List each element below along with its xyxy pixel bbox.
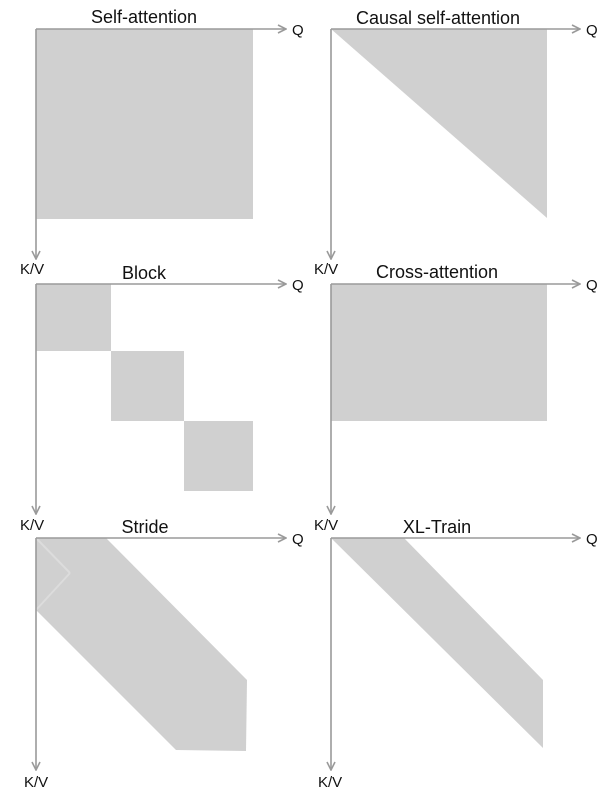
- kv-axis-label-bottom: K/V: [318, 774, 342, 791]
- panel-causal-self-attention: Causal self-attention Q: [331, 8, 598, 259]
- panel-title: XL-Train: [403, 517, 471, 537]
- panel-stride: K/V Stride Q K/V: [20, 517, 304, 791]
- attention-block-3: [184, 421, 253, 491]
- panel-block: K/V Block Q: [20, 261, 304, 514]
- stride-fold-edge-1: [35, 537, 71, 574]
- panel-title: Cross-attention: [376, 262, 498, 282]
- panel-title: Self-attention: [91, 7, 197, 27]
- kv-axis-label: K/V: [314, 261, 338, 278]
- q-axis-label: Q: [586, 531, 598, 548]
- attention-block-1: [36, 284, 111, 351]
- q-axis-label: Q: [292, 277, 304, 294]
- attention-block-2: [111, 351, 184, 421]
- panel-xl-train: K/V XL-Train Q K/V: [314, 517, 598, 791]
- q-axis-label: Q: [586, 22, 598, 39]
- panel-cross-attention: K/V Cross-attention Q: [314, 261, 598, 514]
- attention-region: [331, 284, 547, 421]
- kv-axis-label-bottom: K/V: [24, 774, 48, 791]
- attention-region: [331, 538, 543, 748]
- panel-self-attention: Self-attention Q: [36, 7, 304, 259]
- panel-title: Block: [122, 263, 167, 283]
- kv-axis-label: K/V: [20, 261, 44, 278]
- q-axis-label: Q: [586, 277, 598, 294]
- panel-title: Stride: [121, 517, 168, 537]
- attention-region: [331, 29, 547, 218]
- attention-region: [36, 538, 247, 751]
- kv-axis-label: K/V: [314, 517, 338, 534]
- stride-fold-edge-2: [35, 572, 71, 611]
- panel-title: Causal self-attention: [356, 8, 520, 28]
- kv-axis-label: K/V: [20, 517, 44, 534]
- q-axis-label: Q: [292, 531, 304, 548]
- q-axis-label: Q: [292, 22, 304, 39]
- attention-region: [36, 29, 253, 219]
